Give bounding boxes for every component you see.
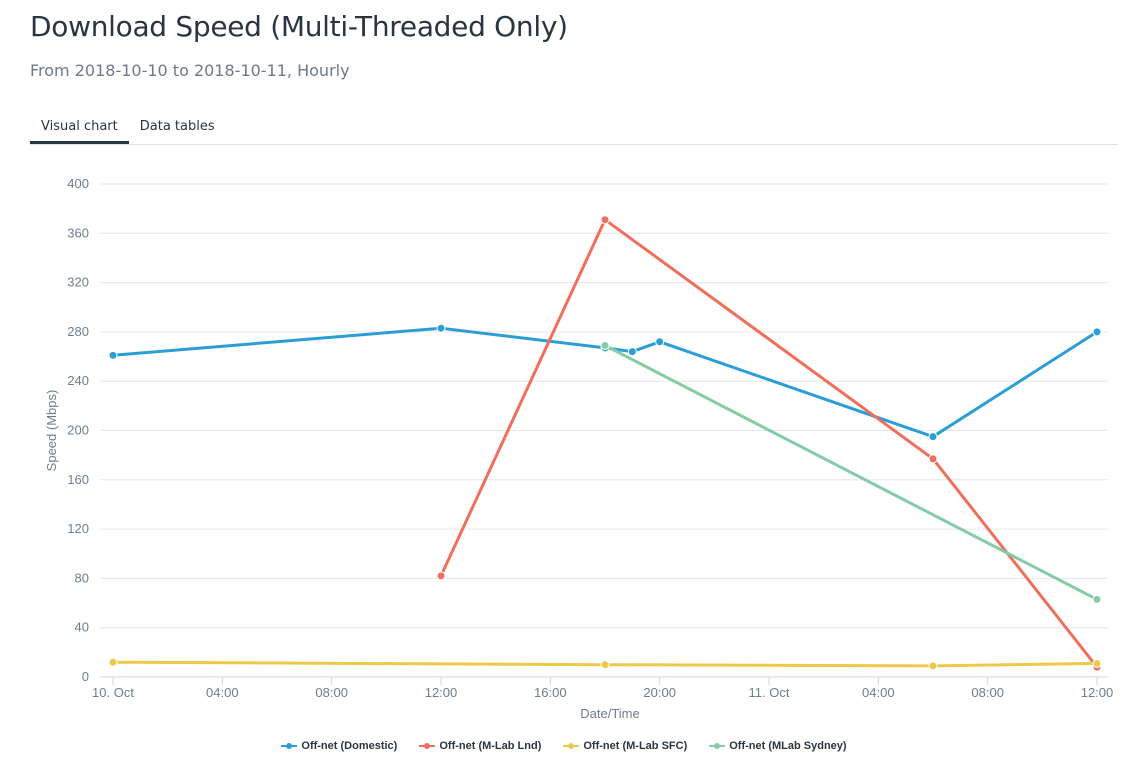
- series-line[interactable]: [112, 660, 1098, 668]
- x-tick-label: 20:00: [643, 685, 676, 700]
- y-tick-label: 120: [67, 521, 89, 536]
- y-tick-label: 360: [67, 225, 89, 240]
- series-3[interactable]: [600, 340, 1102, 604]
- data-point[interactable]: [928, 454, 938, 464]
- y-tick-label: 0: [82, 669, 89, 684]
- y-tick-label: 240: [67, 373, 89, 388]
- series-line[interactable]: [439, 218, 1099, 669]
- y-tick-label: 320: [67, 275, 89, 290]
- data-point[interactable]: [1092, 594, 1102, 604]
- data-point[interactable]: [928, 432, 938, 442]
- page-subtitle: From 2018-10-10 to 2018-10-11, Hourly: [30, 61, 350, 80]
- legend-label: Off-net (M-Lab Lnd): [439, 740, 542, 752]
- y-tick-label: 280: [67, 324, 89, 339]
- data-point[interactable]: [600, 215, 610, 225]
- y-axis-ticks: 0 40 80 120 160 200 240 280 320 360 400: [67, 176, 89, 684]
- data-point[interactable]: [600, 660, 610, 670]
- legend-swatch-icon: [709, 741, 726, 751]
- legend-item[interactable]: Off-net (MLab Sydney): [709, 740, 847, 752]
- legend-item[interactable]: Off-net (M-Lab SFC): [563, 740, 687, 752]
- legend-swatch-icon: [281, 741, 298, 751]
- x-axis-ticks: 10. Oct 04:00 08:00 12:00 16:00 20:00 11. Oct 0…: [92, 677, 1113, 700]
- legend-swatch-icon: [563, 741, 580, 751]
- series-2[interactable]: [108, 657, 1102, 671]
- tab-visual-chart[interactable]: Visual chart: [30, 118, 129, 144]
- y-tick-label: 40: [75, 620, 89, 635]
- data-point[interactable]: [1092, 658, 1102, 668]
- x-tick-label: 12:00: [1081, 685, 1114, 700]
- x-tick-label: 12:00: [425, 685, 458, 700]
- x-tick-label: 08:00: [315, 685, 348, 700]
- data-point[interactable]: [928, 661, 938, 671]
- data-point[interactable]: [108, 350, 118, 360]
- data-point[interactable]: [655, 337, 665, 347]
- legend-label: Off-net (Domestic): [301, 740, 398, 752]
- grid-lines: [100, 183, 1108, 678]
- x-tick-label: 04:00: [206, 685, 239, 700]
- y-tick-label: 200: [67, 423, 89, 438]
- x-tick-label: 11. Oct: [749, 685, 790, 700]
- page-title: Download Speed (Multi-Threaded Only): [30, 10, 568, 43]
- data-point[interactable]: [108, 657, 118, 667]
- tab-bar: Visual chart Data tables: [30, 118, 1118, 145]
- legend-item[interactable]: Off-net (Domestic): [281, 740, 397, 752]
- x-tick-label: 04:00: [862, 685, 895, 700]
- y-tick-label: 80: [75, 570, 89, 585]
- data-point[interactable]: [600, 340, 610, 350]
- legend-item[interactable]: Off-net (M-Lab Lnd): [419, 740, 541, 752]
- series-1[interactable]: [436, 215, 1102, 672]
- data-point[interactable]: [1092, 327, 1102, 337]
- legend-label: Off-net (MLab Sydney): [729, 740, 847, 752]
- series-group: [108, 215, 1102, 672]
- y-axis-title: Speed (Mbps): [44, 390, 59, 472]
- legend-label: Off-net (M-Lab SFC): [583, 740, 688, 752]
- tab-data-tables[interactable]: Data tables: [139, 119, 215, 134]
- chart-legend: Off-net (Domestic) Off-net (M-Lab Lnd) Off…: [0, 740, 1128, 752]
- data-point[interactable]: [436, 571, 446, 581]
- x-axis-title: Date/Time: [580, 706, 639, 721]
- series-line[interactable]: [604, 344, 1098, 601]
- x-tick-label: 08:00: [971, 685, 1004, 700]
- y-tick-label: 400: [67, 176, 89, 191]
- x-tick-label: 10. Oct: [92, 685, 134, 700]
- x-tick-label: 16:00: [534, 685, 567, 700]
- line-chart: 0 40 80 120 160 200 240 280 320 360 400 10. Oct 04:…: [44, 176, 1113, 721]
- legend-swatch-icon: [419, 741, 436, 751]
- y-tick-label: 160: [67, 472, 89, 487]
- data-point[interactable]: [436, 323, 446, 333]
- data-point[interactable]: [627, 347, 637, 357]
